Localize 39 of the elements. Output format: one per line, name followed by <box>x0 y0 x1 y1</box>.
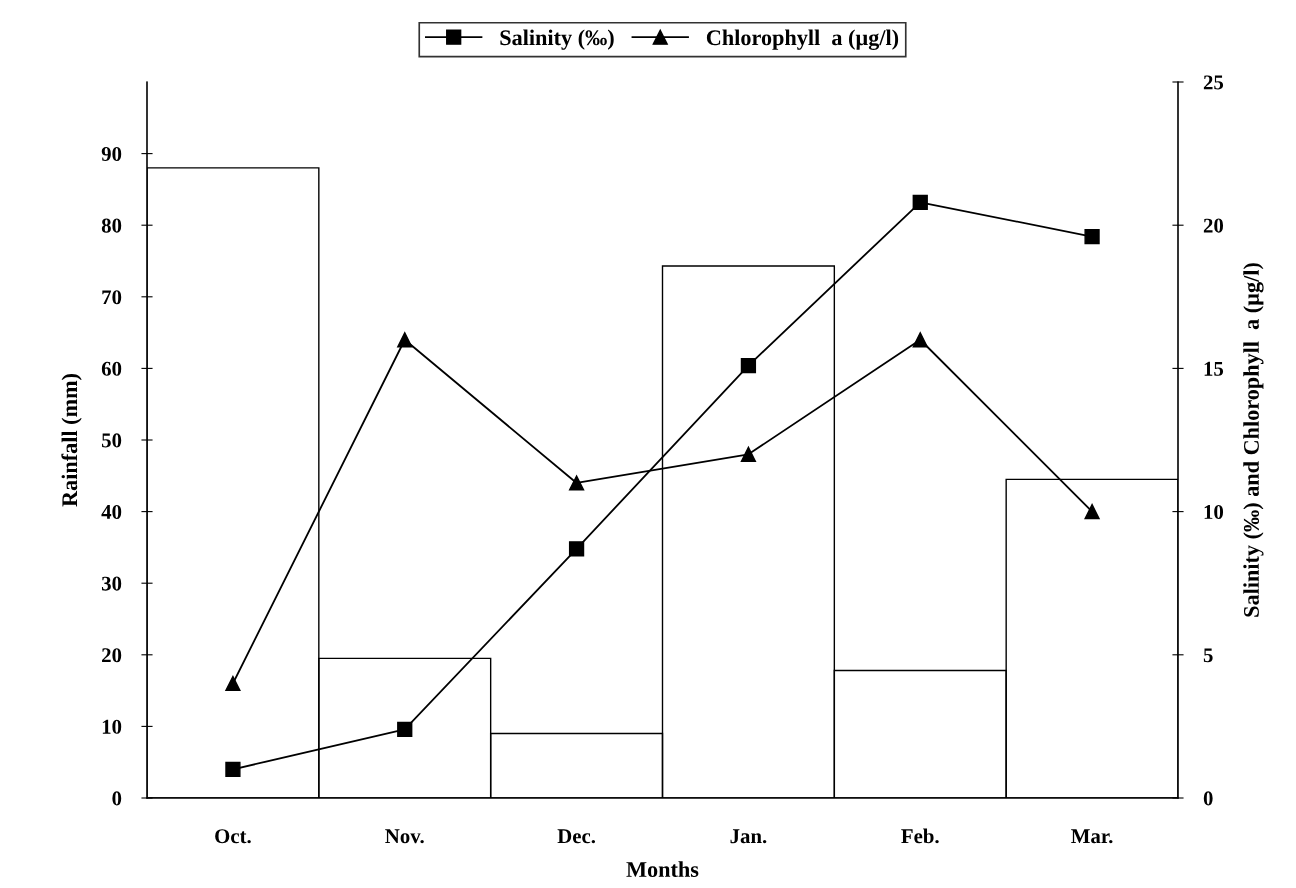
x-tick-label: Feb. <box>901 828 939 844</box>
y-tick-label: 0 <box>112 791 122 806</box>
x-tick-label: Jan. <box>730 829 767 844</box>
x-axis-title: Months <box>626 861 699 877</box>
y-tick-label: 10 <box>102 719 122 734</box>
point <box>225 675 241 692</box>
point <box>912 194 928 210</box>
y-tick-label: 20 <box>102 648 122 663</box>
y-tick-label: 40 <box>101 504 122 520</box>
y-tick-label: 60 <box>101 361 122 376</box>
y-tick-label: 80 <box>101 218 122 233</box>
point <box>740 446 757 462</box>
point <box>912 332 928 348</box>
point <box>397 332 413 348</box>
point <box>1084 229 1100 245</box>
y2-tick-label: 20 <box>1203 218 1224 233</box>
y2-axis-title: Salinity (‰) and Chlorophyll a (µg/l) <box>1243 263 1264 617</box>
point <box>225 761 241 777</box>
y2-tick-label: 10 <box>1204 504 1224 520</box>
y-axis-title: Rainfall (mm) <box>61 374 82 507</box>
y-tick-label: 30 <box>101 576 122 591</box>
x-tick-label: Mar. <box>1071 829 1113 844</box>
y2-tick-label: 25 <box>1203 75 1224 90</box>
y-tick-label: 50 <box>102 433 122 448</box>
point <box>568 541 585 557</box>
y-tick-label: 70 <box>102 290 122 305</box>
point <box>397 721 413 737</box>
y2-tick-label: 0 <box>1203 791 1213 806</box>
x-tick-label: Oct. <box>215 829 251 844</box>
y2-tick-label: 15 <box>1204 361 1224 376</box>
legend-label: Chlorophyll a (µg/l) <box>706 29 899 50</box>
point <box>1084 503 1100 520</box>
y2-tick-label: 5 <box>1203 648 1213 663</box>
x-tick-label: Nov. <box>385 829 424 844</box>
point <box>740 357 757 374</box>
legend-label: Salinity (‰) <box>500 29 614 50</box>
x-tick-label: Dec. <box>557 829 596 844</box>
point <box>568 475 585 491</box>
y-tick-label: 90 <box>101 146 122 162</box>
